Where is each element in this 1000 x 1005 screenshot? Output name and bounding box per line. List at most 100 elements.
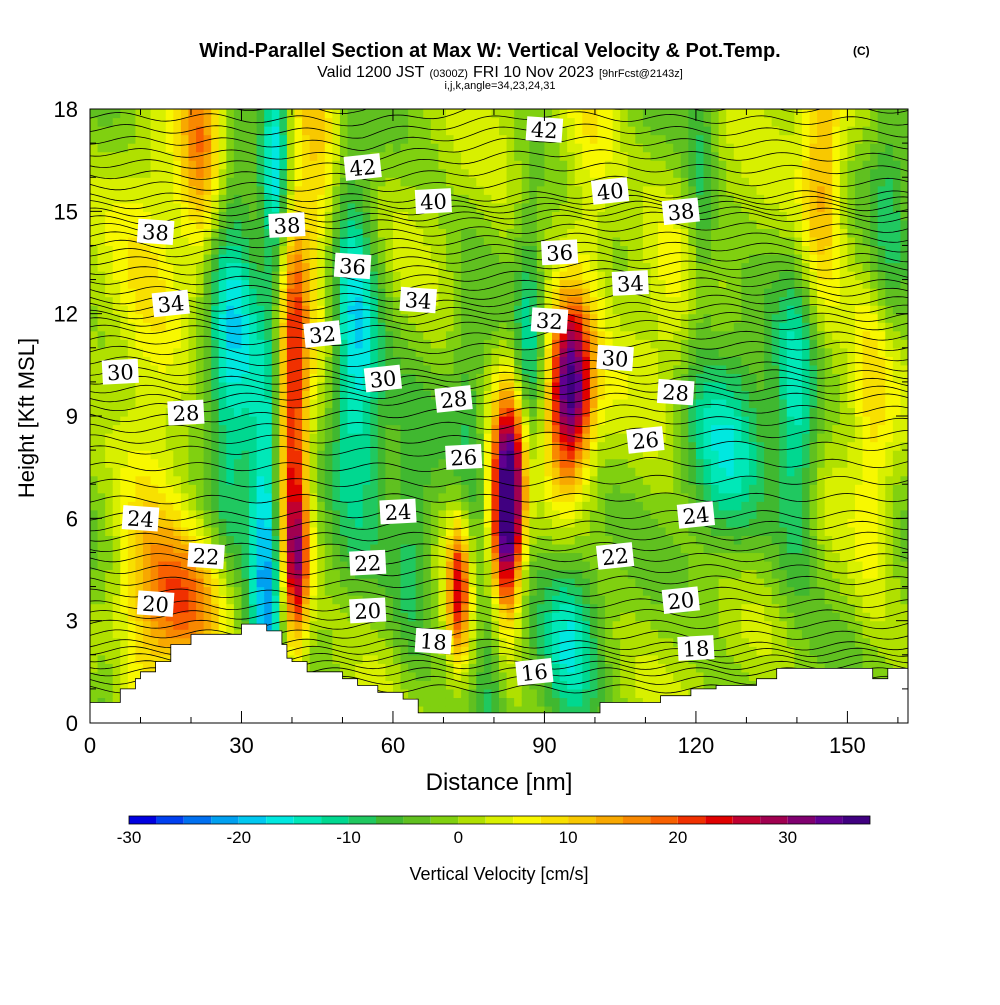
w-cell bbox=[127, 271, 137, 281]
w-cell bbox=[158, 364, 167, 374]
w-cell bbox=[203, 305, 212, 315]
w-cell bbox=[309, 185, 318, 195]
w-cell bbox=[294, 492, 303, 502]
w-cell bbox=[271, 518, 280, 528]
w-cell bbox=[249, 424, 258, 434]
w-cell bbox=[264, 228, 273, 238]
w-cell bbox=[514, 339, 523, 349]
w-cell bbox=[536, 143, 546, 153]
w-cell bbox=[453, 637, 462, 647]
w-cell bbox=[605, 219, 614, 229]
w-cell bbox=[90, 646, 99, 656]
w-cell bbox=[150, 330, 159, 340]
w-cell bbox=[559, 509, 568, 519]
w-cell bbox=[211, 339, 220, 349]
w-cell bbox=[430, 373, 439, 383]
w-cell bbox=[514, 492, 523, 502]
w-cell bbox=[120, 117, 129, 127]
w-cell bbox=[317, 373, 326, 383]
w-cell bbox=[392, 398, 402, 409]
w-cell bbox=[582, 569, 591, 579]
w-cell bbox=[476, 603, 485, 613]
w-cell bbox=[218, 185, 227, 195]
w-cell bbox=[430, 595, 439, 605]
w-cell bbox=[150, 612, 159, 622]
w-cell bbox=[370, 253, 379, 264]
w-cell bbox=[476, 236, 485, 247]
w-cell bbox=[302, 151, 311, 161]
w-cell bbox=[491, 356, 500, 366]
w-cell bbox=[461, 185, 470, 195]
w-cell bbox=[385, 671, 394, 681]
w-cell bbox=[506, 305, 515, 315]
w-cell bbox=[589, 492, 599, 502]
w-cell bbox=[415, 143, 424, 153]
w-cell bbox=[445, 654, 455, 664]
w-cell bbox=[400, 526, 409, 536]
w-cell bbox=[567, 185, 576, 195]
w-cell bbox=[536, 390, 546, 400]
w-cell bbox=[499, 586, 508, 596]
w-cell bbox=[552, 296, 561, 306]
w-cell bbox=[605, 697, 614, 707]
w-cell bbox=[362, 654, 371, 664]
w-cell bbox=[256, 262, 265, 272]
w-cell bbox=[597, 433, 606, 443]
w-cell bbox=[233, 322, 243, 332]
w-cell bbox=[423, 364, 432, 374]
w-cell bbox=[430, 356, 439, 366]
w-cell bbox=[158, 620, 167, 630]
w-cell bbox=[529, 194, 538, 204]
w-cell bbox=[589, 501, 599, 511]
w-cell bbox=[597, 629, 606, 639]
w-cell bbox=[105, 416, 114, 426]
w-cell bbox=[597, 612, 606, 622]
w-cell bbox=[536, 697, 546, 707]
w-cell bbox=[309, 109, 318, 119]
w-cell bbox=[324, 168, 333, 178]
w-cell bbox=[438, 535, 447, 545]
w-cell bbox=[309, 373, 318, 383]
w-cell bbox=[127, 629, 137, 639]
w-cell bbox=[218, 424, 227, 434]
w-cell bbox=[536, 509, 546, 519]
w-cell bbox=[180, 603, 190, 613]
w-cell bbox=[347, 424, 356, 434]
w-cell bbox=[158, 458, 167, 468]
w-cell bbox=[476, 262, 485, 272]
w-cell bbox=[143, 569, 152, 579]
w-cell bbox=[294, 313, 303, 323]
w-cell bbox=[559, 535, 568, 545]
w-cell bbox=[377, 160, 386, 170]
w-cell bbox=[233, 526, 243, 536]
w-cell bbox=[499, 535, 508, 545]
w-cell bbox=[218, 202, 227, 212]
w-cell bbox=[127, 339, 137, 349]
w-cell bbox=[536, 603, 546, 613]
w-cell bbox=[324, 492, 333, 502]
w-cell bbox=[143, 467, 152, 477]
w-cell bbox=[203, 262, 212, 272]
w-cell bbox=[339, 177, 349, 187]
w-cell bbox=[112, 236, 121, 247]
w-cell bbox=[241, 177, 250, 187]
w-cell bbox=[120, 330, 129, 340]
w-cell bbox=[218, 211, 227, 221]
w-cell bbox=[241, 305, 250, 315]
w-cell bbox=[90, 680, 99, 690]
w-cell bbox=[256, 330, 265, 340]
w-cell bbox=[271, 288, 280, 298]
w-cell bbox=[143, 160, 152, 170]
w-cell bbox=[567, 151, 576, 161]
w-cell bbox=[347, 109, 356, 119]
w-cell bbox=[173, 475, 182, 485]
w-cell bbox=[483, 595, 493, 605]
w-cell bbox=[165, 586, 174, 596]
w-cell bbox=[567, 330, 576, 340]
w-cell bbox=[309, 663, 318, 673]
w-cell bbox=[249, 543, 258, 554]
w-cell bbox=[521, 219, 530, 229]
w-cell bbox=[574, 620, 583, 630]
w-cell bbox=[339, 629, 349, 639]
w-cell bbox=[120, 313, 129, 323]
